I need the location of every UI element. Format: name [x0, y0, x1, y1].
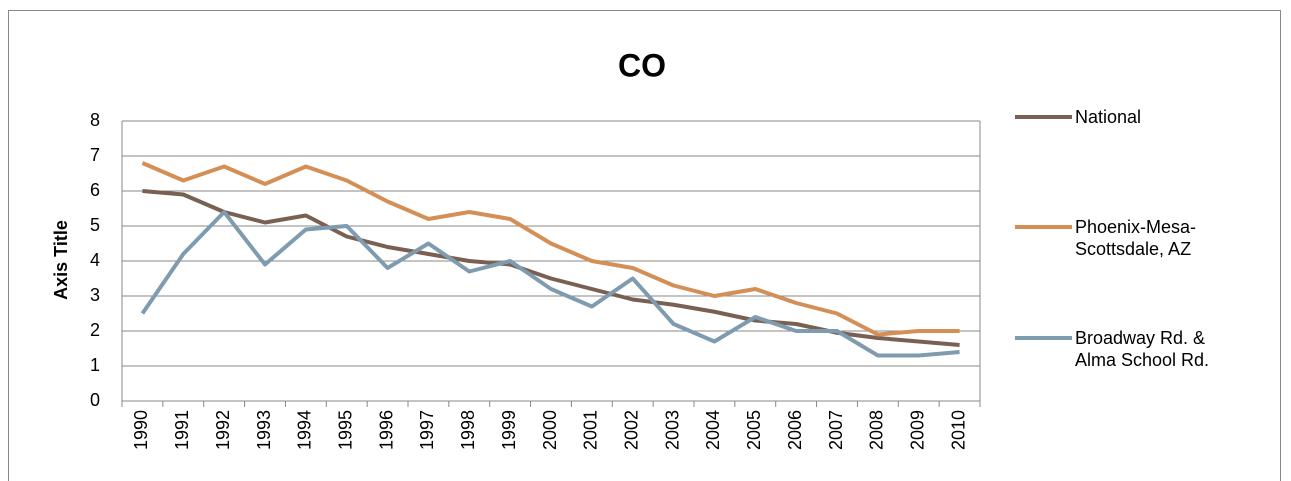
y-tick-label: 2	[90, 320, 100, 340]
x-tick-label: 2009	[907, 410, 927, 450]
y-tick-label: 0	[90, 390, 100, 410]
x-tick-label: 2010	[948, 410, 968, 450]
y-axis-title: Axis Title	[51, 220, 71, 300]
legend-label: National	[1075, 107, 1142, 127]
x-tick-label: 2005	[744, 410, 764, 450]
x-tick-label: 2004	[703, 410, 723, 450]
x-tick-label: 2007	[826, 410, 846, 450]
y-tick-label: 6	[90, 180, 100, 200]
x-tick-label: 1996	[376, 410, 396, 450]
x-tick-label: 2008	[867, 410, 887, 450]
x-tick-label: 1995	[335, 410, 355, 450]
series-line	[141, 161, 960, 337]
x-tick-label: 1990	[131, 410, 151, 450]
legend-label: Phoenix-Mesa-Scottsdale, AZ	[1075, 217, 1197, 259]
series-line	[142, 189, 960, 347]
y-tick-label: 4	[90, 250, 100, 270]
x-tick-label: 2002	[621, 410, 641, 450]
x-tick-label: 2001	[581, 410, 601, 450]
x-tick-label: 1999	[499, 410, 519, 450]
x-tick-label: 1991	[172, 410, 192, 450]
x-tick-label: 1994	[295, 410, 315, 450]
x-tick-label: 1992	[213, 410, 233, 450]
series-line	[140, 210, 960, 358]
y-tick-label: 8	[90, 110, 100, 130]
legend-label: Broadway Rd. & Alma School Rd.	[1075, 328, 1210, 370]
y-tick-label: 7	[90, 145, 100, 165]
y-tick-label: 1	[90, 355, 100, 375]
x-tick-label: 2006	[785, 410, 805, 450]
x-tick-label: 2003	[662, 410, 682, 450]
x-tick-label: 1998	[458, 410, 478, 450]
x-tick-label: 2000	[540, 410, 560, 450]
x-tick-label: 1993	[254, 410, 274, 450]
y-tick-label: 5	[90, 215, 100, 235]
x-tick-label: 1997	[417, 410, 437, 450]
chart-border	[8, 10, 1281, 481]
y-tick-label: 3	[90, 285, 100, 305]
chart-title: CO	[618, 47, 666, 83]
